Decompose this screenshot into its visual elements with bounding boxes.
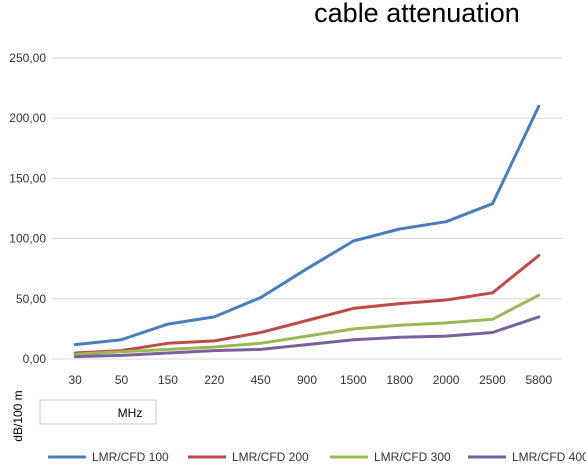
y-axis-label: dB/100 m bbox=[11, 390, 25, 441]
x-tick-label: 1800 bbox=[386, 373, 413, 387]
gridlines bbox=[52, 57, 562, 360]
y-tick-label: 200,00 bbox=[9, 111, 46, 125]
x-axis-label: MHz bbox=[118, 406, 143, 420]
legend-label: LMR/CFD 100 bbox=[92, 450, 169, 464]
legend-label: LMR/CFD 300 bbox=[374, 450, 451, 464]
legend-label: LMR/CFD 400 bbox=[512, 450, 586, 464]
x-tick-label: 450 bbox=[251, 373, 271, 387]
x-tick-label: 2500 bbox=[479, 373, 506, 387]
y-tick-labels: 0,00 50,00 100,00 150,00 200,00 250,00 bbox=[9, 51, 46, 366]
chart-title: cable attenuation bbox=[314, 0, 520, 28]
series-line-3 bbox=[73, 293, 541, 356]
y-tick-label: 0,00 bbox=[23, 352, 47, 366]
y-tick-label: 100,00 bbox=[9, 232, 46, 246]
x-tick-label: 150 bbox=[158, 373, 178, 387]
series-line-2 bbox=[73, 254, 541, 355]
y-tick-label: 50,00 bbox=[16, 292, 46, 306]
x-axis-label-box bbox=[39, 399, 157, 425]
legend-label: LMR/CFD 200 bbox=[232, 450, 309, 464]
x-tick-labels: 30 50 150 220 450 900 1500 1800 2000 2500 5800 bbox=[69, 373, 553, 387]
series-line-1 bbox=[73, 104, 541, 347]
x-tick-label: 2000 bbox=[433, 373, 460, 387]
x-tick-label: 1500 bbox=[340, 373, 367, 387]
x-tick-label: 900 bbox=[297, 373, 317, 387]
y-tick-label: 150,00 bbox=[9, 171, 46, 185]
legend: LMR/CFD 100 LMR/CFD 200 LMR/CFD 300 LMR/CFD… bbox=[48, 450, 586, 464]
series-lines bbox=[73, 104, 541, 359]
x-tick-label: 5800 bbox=[525, 373, 552, 387]
y-tick-label: 250,00 bbox=[9, 51, 46, 65]
x-tick-label: 50 bbox=[115, 373, 129, 387]
x-tick-label: 220 bbox=[204, 373, 224, 387]
series-line-4 bbox=[73, 315, 541, 359]
x-tick-label: 30 bbox=[69, 373, 83, 387]
